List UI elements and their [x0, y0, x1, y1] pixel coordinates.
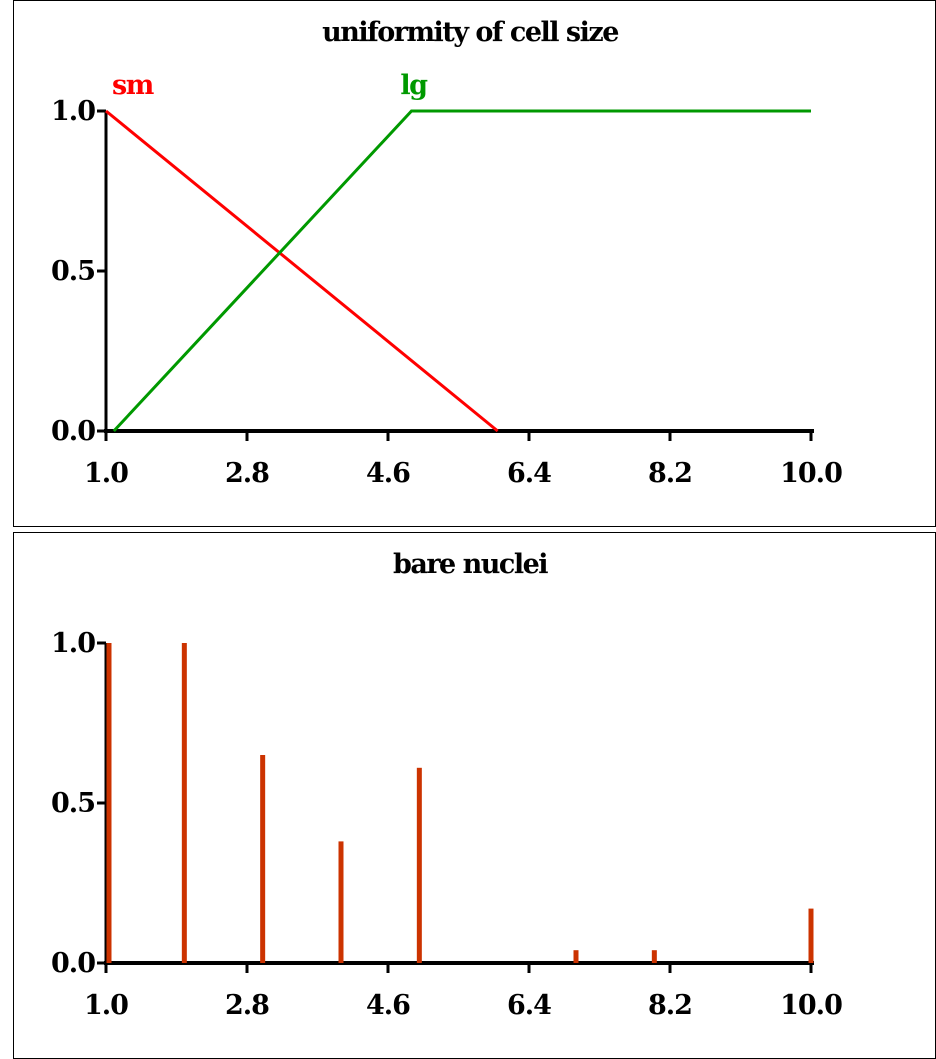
x-tick-label: 6.4: [507, 990, 551, 1021]
x-tick-label: 6.4: [507, 458, 551, 489]
chart-panel-uniformity: uniformity of cell size 1.0 2.8 4.6 6.4 8.2 1…: [13, 0, 936, 527]
y-tick-label: 0.0: [51, 416, 95, 447]
series-label-sm: sm: [112, 70, 154, 101]
histogram-bar: [416, 767, 422, 963]
x-tick-label: 4.6: [366, 990, 410, 1021]
y-tick-label: 0.5: [51, 256, 95, 287]
x-tick-label: 10.0: [780, 458, 842, 489]
histogram-bar: [181, 643, 187, 963]
series-label-lg: lg: [400, 70, 428, 101]
y-tick-label: 0.5: [51, 788, 95, 819]
series-line-sm: [105, 109, 499, 433]
x-tick-label: 2.8: [225, 458, 269, 489]
x-tick-label: 8.2: [648, 458, 692, 489]
x-tick-label: 2.8: [225, 990, 269, 1021]
membership-chart: uniformity of cell size 1.0 2.8 4.6 6.4 8.2 1…: [51, 17, 843, 489]
y-tick-label: 1.0: [51, 628, 95, 659]
x-tick-label: 1.0: [84, 458, 128, 489]
x-tick-label: 10.0: [780, 990, 842, 1021]
histogram-bar: [651, 950, 657, 963]
histogram-bar: [106, 643, 112, 963]
x-tick-label: 4.6: [366, 458, 410, 489]
y-tick-label: 1.0: [51, 96, 95, 127]
chart-title: uniformity of cell size: [322, 17, 618, 48]
x-tick-label: 1.0: [84, 990, 128, 1021]
histogram-bar: [573, 950, 579, 963]
histogram-bar: [260, 755, 266, 963]
chart-title: bare nuclei: [393, 549, 548, 580]
chart-panel-bare-nuclei: bare nuclei 1.0 2.8 4.6 6.4 8.2 10.0 0.0 0.5 1.0: [13, 532, 936, 1059]
series-line-lg: [112, 109, 811, 433]
x-tick-label: 8.2: [648, 990, 692, 1021]
histogram-bar: [338, 841, 344, 963]
y-tick-label: 0.0: [51, 948, 95, 979]
histogram-chart: bare nuclei 1.0 2.8 4.6 6.4 8.2 10.0 0.0 0.5 1.0: [51, 549, 843, 1021]
histogram-bar: [808, 908, 814, 963]
